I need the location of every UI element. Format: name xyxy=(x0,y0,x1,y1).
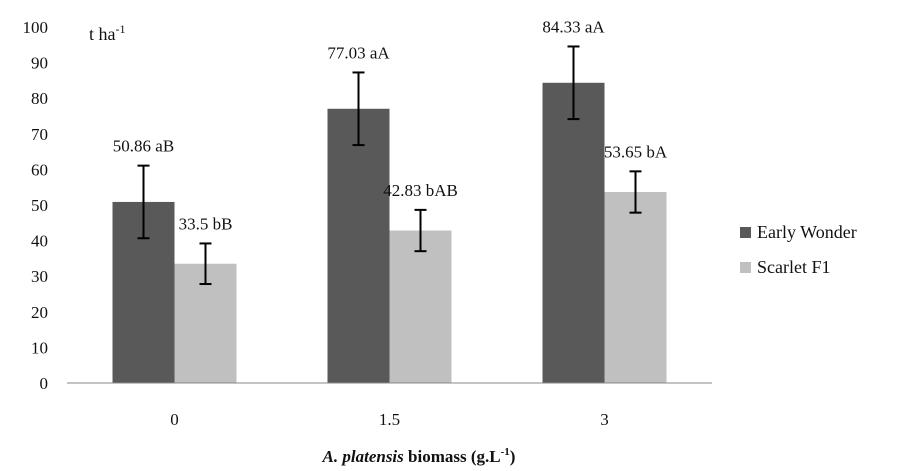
error-bar xyxy=(629,170,642,214)
x-axis-ticks: 0 1.5 3 xyxy=(170,410,609,429)
y-tick-label: 80 xyxy=(31,89,48,108)
y-tick-label: 30 xyxy=(31,267,48,286)
legend-item: Early Wonder xyxy=(740,222,857,242)
error-bar xyxy=(567,45,580,121)
bars xyxy=(112,82,667,384)
x-tick-label: 1.5 xyxy=(379,410,400,429)
error-bar xyxy=(199,242,212,286)
error-bar xyxy=(137,164,150,240)
x-axis-label: A. platensis biomass (g.L-1) xyxy=(322,446,516,466)
y-axis-ticks: 0 10 20 30 40 50 60 70 80 90 100 xyxy=(23,18,49,393)
legend-item: Scarlet F1 xyxy=(740,257,831,277)
data-labels: 50.86 aB 33.5 bB 77.03 aA 42.83 bAB 84.33 aA… xyxy=(113,17,668,233)
data-label: 53.65 bA xyxy=(604,142,668,161)
y-tick-label: 20 xyxy=(31,303,48,322)
y-tick-label: 0 xyxy=(40,374,49,393)
legend-swatch xyxy=(740,227,751,238)
error-bar xyxy=(352,71,365,147)
y-tick-label: 90 xyxy=(31,54,48,73)
data-label: 42.83 bAB xyxy=(383,181,458,200)
y-tick-label: 60 xyxy=(31,160,48,179)
x-tick-label: 3 xyxy=(600,410,609,429)
bar-early-wonder xyxy=(327,108,390,384)
y-tick-label: 10 xyxy=(31,338,48,357)
legend-swatch xyxy=(740,262,751,273)
error-bars xyxy=(137,45,642,286)
bar-scarlet-f1 xyxy=(389,230,452,383)
data-label: 77.03 aA xyxy=(327,43,390,62)
unit-label: t ha-1 xyxy=(89,22,126,44)
error-bar xyxy=(414,208,427,253)
legend-label: Scarlet F1 xyxy=(757,257,831,277)
y-tick-label: 50 xyxy=(31,196,48,215)
y-tick-label: 40 xyxy=(31,232,48,251)
bar-early-wonder xyxy=(542,82,605,383)
y-tick-label: 100 xyxy=(23,18,49,37)
y-tick-label: 70 xyxy=(31,125,48,144)
x-tick-label: 0 xyxy=(170,410,179,429)
legend: Early Wonder Scarlet F1 xyxy=(740,222,857,277)
legend-label: Early Wonder xyxy=(757,222,857,242)
bar-scarlet-f1 xyxy=(604,192,667,383)
data-label: 84.33 aA xyxy=(542,17,605,36)
data-label: 33.5 bB xyxy=(179,214,233,233)
data-label: 50.86 aB xyxy=(113,137,174,156)
